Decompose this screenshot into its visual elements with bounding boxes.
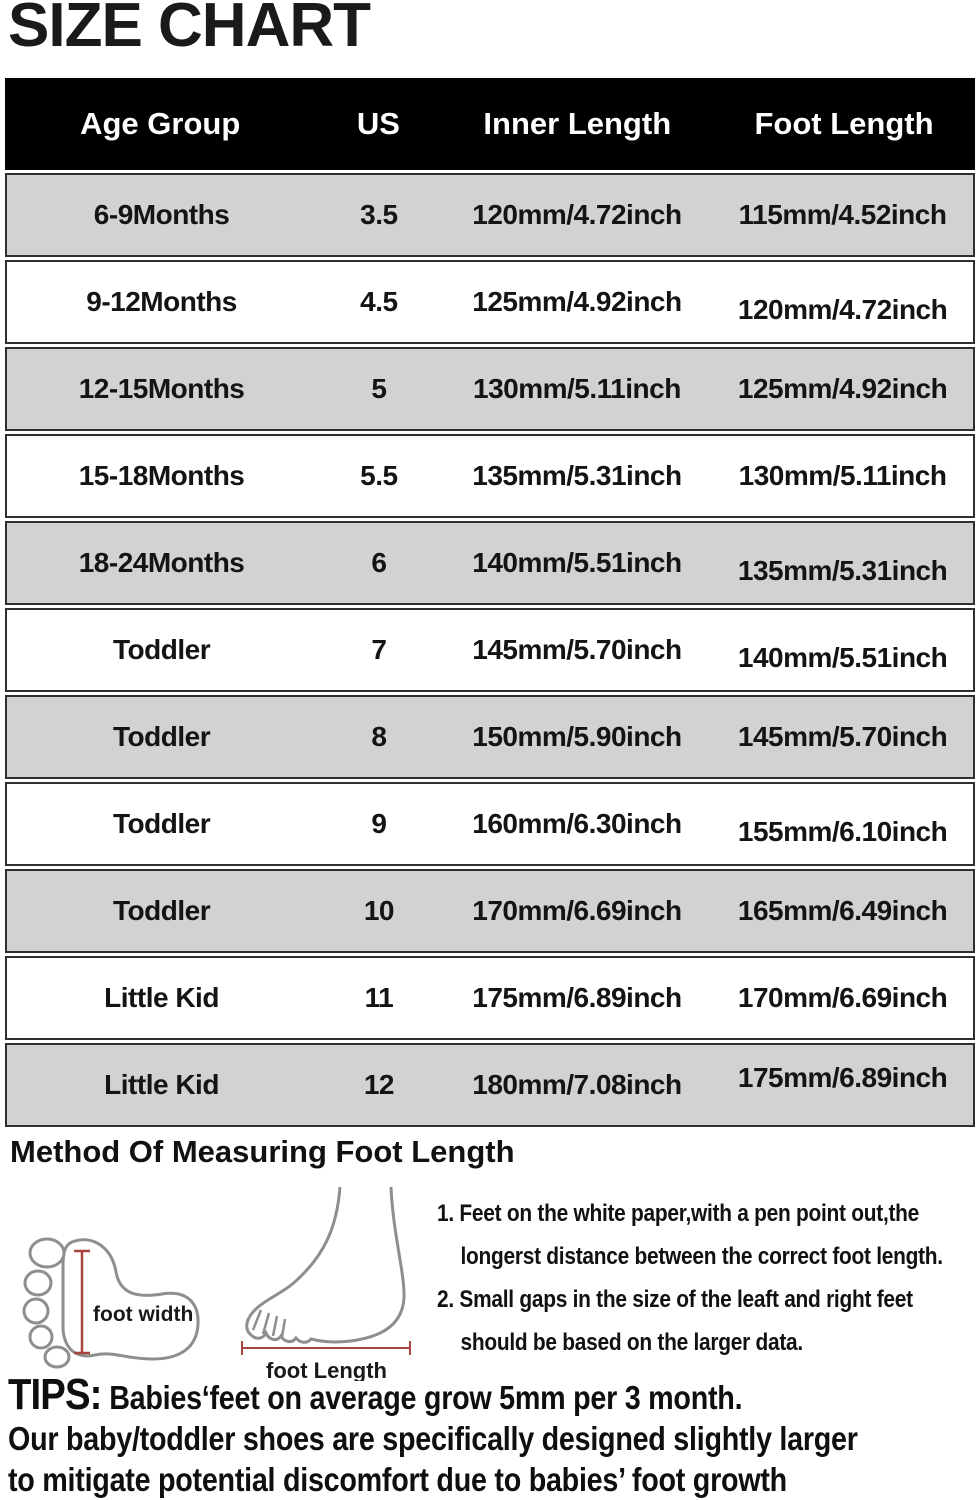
inner-length-cell: 150mm/5.90inch [472, 721, 682, 752]
foot-width-label: foot width [93, 1303, 193, 1326]
us-size-cell: 4.5 [360, 286, 398, 317]
age-group-cell: 9-12Months [86, 286, 237, 317]
table-row: Toddler 9 160mm/6.30inch 155mm/6.10inch [5, 782, 975, 866]
foot-length-measure-line [241, 1341, 411, 1355]
table-row: Toddler 8 150mm/5.90inch 145mm/5.70inch [5, 695, 975, 779]
foot-width-measure-line [74, 1249, 90, 1355]
tips-text-1: Babies‘feet on average grow 5mm per 3 mo… [109, 1379, 743, 1416]
toe-hatch-lines [251, 1309, 287, 1338]
inner-length-cell: 170mm/6.69inch [472, 895, 682, 926]
table-row: 9-12Months 4.5 125mm/4.92inch 120mm/4.72… [5, 260, 975, 344]
tips-line-3: to mitigate potential discomfort due to … [8, 1461, 787, 1498]
table-row: Little Kid 12 180mm/7.08inch 175mm/6.89i… [5, 1043, 975, 1127]
foot-top-view-diagram: foot width [22, 1237, 200, 1369]
foot-length-cell: 170mm/6.69inch [737, 982, 948, 1013]
tips-line-2: Our baby/toddler shoes are specifically … [8, 1420, 858, 1457]
foot-length-label: foot Length [266, 1358, 387, 1381]
age-group-cell: 12-15Months [78, 373, 245, 404]
instruction-line: should be based on the larger data. [460, 1329, 803, 1356]
us-size-cell: 7 [371, 634, 387, 665]
inner-length-cell: 175mm/6.89inch [472, 982, 682, 1013]
age-group-cell: Toddler [113, 808, 211, 839]
header-foot-length: Foot Length [754, 106, 934, 141]
age-group-cell: 15-18Months [78, 460, 245, 491]
inner-length-cell: 160mm/6.30inch [472, 808, 682, 839]
inner-length-cell: 145mm/5.70inch [472, 634, 682, 665]
us-size-cell: 12 [363, 1069, 395, 1100]
table-row: Toddler 10 170mm/6.69inch 165mm/6.49inch [5, 869, 975, 953]
foot-length-cell: 140mm/5.51inch [737, 642, 948, 673]
foot-length-cell: 135mm/5.31inch [737, 555, 948, 586]
tips-section: TIPS: Babies‘feet on average grow 5mm pe… [8, 1373, 980, 1500]
table-header-row: Age Group US Inner Length Foot Length [5, 78, 975, 170]
foot-length-cell: 175mm/6.89inch [737, 1062, 948, 1093]
table-row: 18-24Months 6 140mm/5.51inch 135mm/5.31i… [5, 521, 975, 605]
inner-length-cell: 130mm/5.11inch [473, 373, 681, 404]
instruction-line: 1. Feet on the white paper,with a pen po… [437, 1200, 920, 1227]
foot-side-outline [245, 1186, 406, 1344]
table-row: 6-9Months 3.5 120mm/4.72inch 115mm/4.52i… [5, 173, 975, 257]
inner-length-cell: 140mm/5.51inch [472, 547, 682, 578]
foot-length-cell: 125mm/4.92inch [737, 373, 948, 404]
foot-length-cell: 130mm/5.11inch [738, 460, 947, 491]
table-row: Little Kid 11 175mm/6.89inch 170mm/6.69i… [5, 956, 975, 1040]
age-group-cell: Little Kid [104, 982, 219, 1013]
table-row: 15-18Months 5.5 135mm/5.31inch 130mm/5.1… [5, 434, 975, 518]
foot-length-cell: 120mm/4.72inch [737, 294, 948, 325]
instruction-line: 2. Small gaps in the size of the leaft a… [437, 1286, 913, 1313]
foot-length-cell: 165mm/6.49inch [737, 895, 948, 926]
inner-length-cell: 180mm/7.08inch [472, 1069, 682, 1100]
method-heading: Method Of Measuring Foot Length [10, 1134, 515, 1169]
us-size-cell: 11 [364, 982, 394, 1013]
foot-length-cell: 115mm/4.52inch [738, 199, 947, 230]
age-group-cell: 18-24Months [78, 547, 245, 578]
age-group-cell: Toddler [113, 895, 211, 926]
page-title: SIZE CHART [8, 0, 371, 60]
header-age-group: Age Group [80, 106, 241, 141]
us-size-cell: 6 [371, 547, 387, 578]
age-group-cell: Toddler [113, 634, 211, 665]
inner-length-cell: 120mm/4.72inch [472, 199, 682, 230]
tips-line-1: TIPS: Babies‘feet on average grow 5mm pe… [8, 1373, 980, 1418]
foot-length-cell: 155mm/6.10inch [737, 816, 948, 847]
us-size-cell: 9 [371, 808, 387, 839]
foot-side-view-diagram: foot Length [241, 1186, 411, 1381]
table-row: Toddler 7 145mm/5.70inch 140mm/5.51inch [5, 608, 975, 692]
age-group-cell: 6-9Months [93, 199, 230, 230]
foot-length-cell: 145mm/5.70inch [737, 721, 948, 752]
size-table-body: 6-9Months 3.5 120mm/4.72inch 115mm/4.52i… [5, 173, 975, 1127]
instruction-line: longerst distance between the correct fo… [460, 1243, 943, 1270]
us-size-cell: 3.5 [360, 199, 398, 230]
toe-circles [22, 1237, 71, 1369]
measuring-instructions: 1. Feet on the white paper,with a pen po… [437, 1192, 980, 1364]
us-size-cell: 10 [363, 895, 395, 926]
inner-length-cell: 125mm/4.92inch [472, 286, 682, 317]
age-group-cell: Toddler [113, 721, 211, 752]
inner-length-cell: 135mm/5.31inch [472, 460, 682, 491]
us-size-cell: 5.5 [360, 460, 398, 491]
foot-outline [61, 1238, 200, 1361]
size-table: Age Group US Inner Length Foot Length 6-… [5, 78, 975, 1127]
header-inner-length: Inner Length [483, 106, 672, 141]
tips-label: TIPS: [8, 1370, 102, 1419]
us-size-cell: 8 [371, 721, 387, 752]
us-size-cell: 5 [371, 373, 387, 404]
header-us-size: US [356, 106, 400, 141]
age-group-cell: Little Kid [104, 1069, 219, 1100]
table-row: 12-15Months 5 130mm/5.11inch 125mm/4.92i… [5, 347, 975, 431]
